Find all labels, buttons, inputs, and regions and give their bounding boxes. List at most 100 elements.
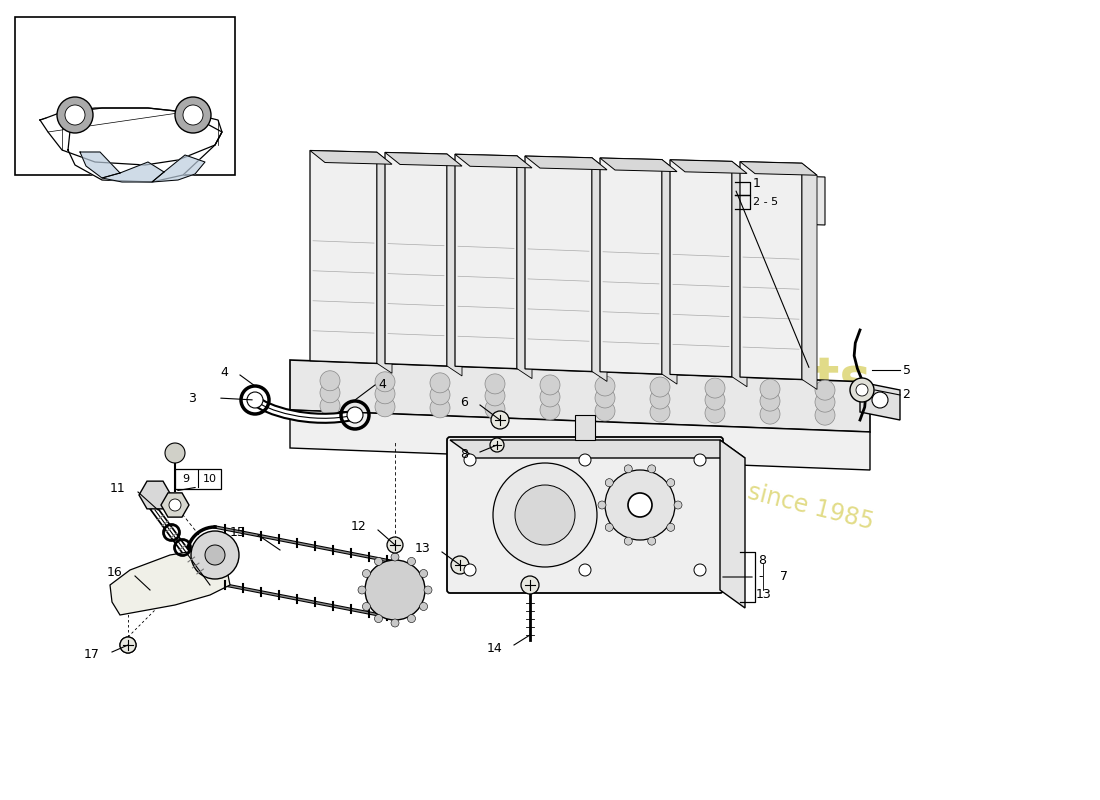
Circle shape (485, 386, 505, 406)
Polygon shape (385, 153, 447, 366)
Circle shape (515, 485, 575, 545)
Circle shape (375, 372, 395, 392)
Circle shape (605, 478, 614, 486)
Text: 17: 17 (84, 649, 100, 662)
Circle shape (493, 463, 597, 567)
Circle shape (521, 576, 539, 594)
Circle shape (850, 378, 875, 402)
Circle shape (650, 389, 670, 409)
Polygon shape (455, 154, 517, 369)
Circle shape (760, 391, 780, 411)
Circle shape (464, 454, 476, 466)
Circle shape (760, 379, 780, 399)
Bar (575, 415, 595, 440)
Text: 12: 12 (350, 519, 366, 533)
Polygon shape (525, 156, 592, 371)
Circle shape (705, 403, 725, 423)
Circle shape (598, 501, 606, 509)
Polygon shape (670, 160, 747, 174)
Polygon shape (732, 162, 747, 386)
FancyBboxPatch shape (447, 437, 723, 593)
Polygon shape (161, 493, 189, 517)
Circle shape (390, 619, 399, 627)
Polygon shape (662, 160, 676, 384)
Circle shape (374, 614, 383, 622)
Circle shape (375, 384, 395, 404)
Polygon shape (139, 481, 170, 509)
Polygon shape (802, 163, 817, 390)
Circle shape (430, 373, 450, 393)
Polygon shape (600, 158, 676, 172)
Circle shape (595, 401, 615, 421)
Circle shape (451, 556, 469, 574)
Circle shape (407, 614, 416, 622)
Polygon shape (860, 382, 900, 420)
Text: 14: 14 (486, 642, 502, 654)
Circle shape (120, 637, 136, 653)
Text: 2: 2 (902, 387, 910, 401)
Circle shape (625, 465, 632, 473)
Circle shape (320, 382, 340, 402)
Polygon shape (600, 158, 662, 374)
Circle shape (595, 376, 615, 396)
Circle shape (579, 564, 591, 576)
Circle shape (595, 388, 615, 408)
Text: 15: 15 (230, 526, 246, 538)
Polygon shape (68, 108, 222, 182)
Circle shape (490, 438, 504, 452)
Circle shape (424, 586, 432, 594)
Polygon shape (455, 154, 532, 168)
Circle shape (65, 105, 85, 125)
Circle shape (540, 400, 560, 420)
Circle shape (650, 402, 670, 422)
Text: 13: 13 (415, 542, 430, 554)
Polygon shape (670, 160, 732, 377)
Text: 11: 11 (109, 482, 125, 494)
Circle shape (390, 553, 399, 561)
Circle shape (175, 97, 211, 133)
Circle shape (667, 523, 674, 531)
Circle shape (57, 97, 94, 133)
Polygon shape (385, 153, 462, 166)
Polygon shape (290, 410, 870, 470)
Text: 5: 5 (903, 363, 911, 377)
Circle shape (650, 377, 670, 397)
Polygon shape (525, 156, 607, 170)
Circle shape (760, 404, 780, 424)
Circle shape (628, 493, 652, 517)
Polygon shape (324, 162, 825, 225)
Polygon shape (80, 152, 120, 178)
Polygon shape (102, 162, 164, 182)
Circle shape (674, 501, 682, 509)
Circle shape (387, 537, 403, 553)
Circle shape (362, 570, 371, 578)
Circle shape (419, 602, 428, 610)
Circle shape (625, 537, 632, 545)
Circle shape (419, 570, 428, 578)
Text: -: - (758, 570, 762, 583)
Circle shape (705, 390, 725, 410)
Circle shape (120, 637, 136, 653)
Polygon shape (377, 152, 392, 374)
Text: 13: 13 (756, 587, 772, 601)
Circle shape (320, 370, 340, 390)
FancyBboxPatch shape (175, 469, 221, 489)
Circle shape (648, 537, 656, 545)
Text: 16: 16 (107, 566, 122, 578)
Circle shape (430, 398, 450, 418)
Polygon shape (152, 155, 205, 182)
Circle shape (605, 523, 614, 531)
Circle shape (815, 380, 835, 400)
Circle shape (605, 470, 675, 540)
Text: 8: 8 (460, 447, 467, 461)
Circle shape (856, 384, 868, 396)
Text: 8: 8 (758, 554, 766, 566)
Text: a passion for parts since 1985: a passion for parts since 1985 (524, 425, 877, 535)
Circle shape (815, 405, 835, 425)
Circle shape (248, 392, 263, 408)
Polygon shape (290, 360, 870, 432)
Circle shape (694, 454, 706, 466)
Polygon shape (110, 550, 230, 615)
Polygon shape (447, 154, 462, 376)
Circle shape (358, 586, 366, 594)
